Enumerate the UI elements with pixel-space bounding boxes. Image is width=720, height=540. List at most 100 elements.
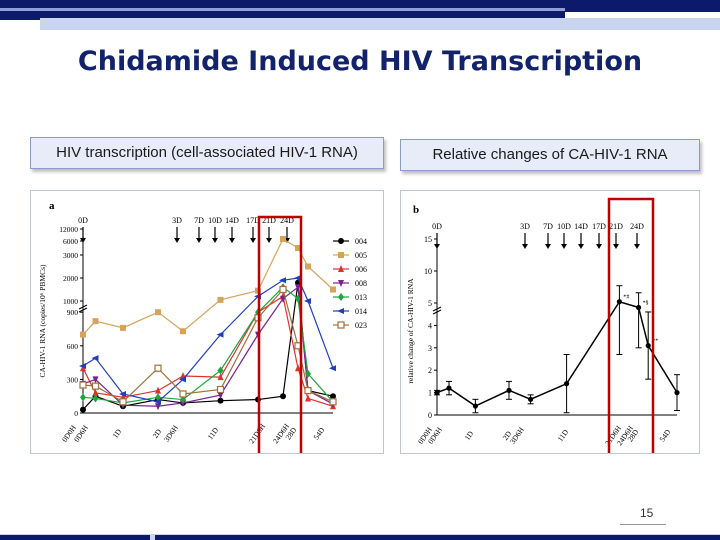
x-tick-label-a: 11D xyxy=(206,425,221,441)
data-point-013 xyxy=(80,393,86,402)
y-tick-label-b: 10 xyxy=(424,267,432,276)
data-point-005 xyxy=(330,286,336,293)
top-marker-label-b: 7D xyxy=(543,222,553,231)
legend-label-004: 004 xyxy=(355,237,367,246)
legend-marker-008 xyxy=(338,280,344,287)
y-tick-label-b: 2 xyxy=(428,366,432,375)
data-point-b xyxy=(506,387,512,393)
data-point-014 xyxy=(329,365,336,372)
axis-break-b xyxy=(432,306,442,312)
x-tick-label-b: 54D xyxy=(658,427,673,443)
top-marker-arrow-b-head xyxy=(522,244,528,249)
data-point-014 xyxy=(91,355,99,362)
data-point-008 xyxy=(295,284,301,292)
data-point-005 xyxy=(280,236,286,242)
y-tick-label-a: 6000 xyxy=(63,237,78,246)
y-tick-label-b: 1 xyxy=(428,389,432,398)
top-marker-label-a: 24D xyxy=(280,216,294,225)
top-marker-arrow-a-head xyxy=(250,238,256,243)
top-marker-label-b: 10D xyxy=(557,222,571,231)
data-point-b xyxy=(472,403,478,409)
x-tick-label-a: 0D6H xyxy=(72,423,90,444)
data-point-b xyxy=(616,299,622,305)
data-point-013 xyxy=(217,366,224,375)
data-point-006 xyxy=(155,386,161,394)
top-marker-label-b: 24D xyxy=(630,222,644,231)
data-point-023 xyxy=(154,364,162,372)
data-point-014 xyxy=(154,398,161,405)
y-tick-label-b: 4 xyxy=(428,321,432,330)
y-tick-label-a: 300 xyxy=(67,375,79,384)
y-tick-label-b: 15 xyxy=(424,235,432,244)
top-marker-label-a: 21D xyxy=(262,216,276,225)
y-tick-label-a: 2000 xyxy=(63,274,78,283)
data-point-b xyxy=(446,385,452,391)
data-point-014 xyxy=(119,390,126,397)
data-point-005 xyxy=(180,328,186,335)
significance-label-b: ** xyxy=(652,339,658,345)
data-point-005 xyxy=(80,331,86,338)
bottom-navy-right xyxy=(155,535,720,540)
data-point-004 xyxy=(330,393,336,400)
top-marker-label-a: 0D xyxy=(78,216,88,225)
data-point-005 xyxy=(155,309,161,316)
top-marker-arrow-b-head xyxy=(434,244,440,249)
top-pale-stripe xyxy=(40,18,720,30)
data-point-023 xyxy=(91,382,100,390)
bottom-decoration-bar xyxy=(0,534,720,540)
data-point-b xyxy=(636,304,642,311)
top-marker-label-a: 17D xyxy=(246,216,260,225)
top-marker-arrow-b-head xyxy=(596,244,602,249)
legend-label-023: 023 xyxy=(355,321,367,330)
data-point-023 xyxy=(304,387,312,395)
top-marker-arrow-a-head xyxy=(174,238,180,243)
data-point-023 xyxy=(216,385,225,394)
series-line-005 xyxy=(82,238,334,336)
top-marker-arrow-b-head xyxy=(578,244,584,249)
data-point-006 xyxy=(305,394,311,402)
top-decoration-bar xyxy=(0,0,720,30)
y-tick-label-a: 1000 xyxy=(63,297,78,306)
y-axis-label-b: relative change of CA-HIV-1 RNA xyxy=(406,278,415,384)
panel-letter-b: b xyxy=(413,204,419,216)
top-marker-arrow-a-head xyxy=(266,238,272,243)
data-point-014 xyxy=(304,298,311,304)
data-point-b xyxy=(528,396,534,402)
x-tick-label-b: 11D xyxy=(556,427,571,443)
y-axis-label-a: CA-HIV-1 RNA (copies/10⁶ PBMCs) xyxy=(38,264,47,377)
y-tick-label-a: 900 xyxy=(67,308,79,317)
data-point-013 xyxy=(305,369,311,378)
top-marker-label-a: 7D xyxy=(194,216,204,225)
x-tick-label-b: 3D6H xyxy=(508,425,526,446)
data-point-023 xyxy=(279,285,287,294)
data-point-006 xyxy=(92,388,99,396)
data-point-b xyxy=(674,390,680,396)
data-point-014 xyxy=(294,275,301,281)
data-point-008 xyxy=(217,392,224,400)
data-point-013 xyxy=(155,393,161,402)
x-tick-label-a: 1D xyxy=(111,427,124,440)
x-tick-label-a: 54D xyxy=(312,425,327,441)
axis-break-a xyxy=(78,307,88,313)
top-marker-label-a: 14D xyxy=(225,216,239,225)
legend-label-006: 006 xyxy=(355,265,367,274)
legend-marker-006 xyxy=(338,265,344,272)
x-tick-label-a: 21D6H xyxy=(247,421,267,445)
legend-label-014: 014 xyxy=(355,307,367,316)
data-point-023 xyxy=(79,381,87,389)
significance-label-b: *§ xyxy=(643,300,649,306)
data-point-023 xyxy=(329,398,337,406)
legend-marker-004 xyxy=(338,238,344,244)
legend-marker-023 xyxy=(337,321,345,329)
legend-marker-014 xyxy=(337,308,344,314)
significance-label-b: *# xyxy=(623,295,629,301)
data-point-013 xyxy=(92,394,99,403)
slide-title: Chidamide Induced HIV Transcription xyxy=(77,46,643,77)
data-point-006 xyxy=(217,373,224,381)
y-tick-label-a: 3000 xyxy=(63,251,78,260)
y-tick-label-a: 600 xyxy=(67,342,79,351)
legend-label-013: 013 xyxy=(355,293,367,302)
data-point-014 xyxy=(79,362,86,369)
data-point-b xyxy=(564,381,570,387)
data-point-023 xyxy=(119,398,127,406)
